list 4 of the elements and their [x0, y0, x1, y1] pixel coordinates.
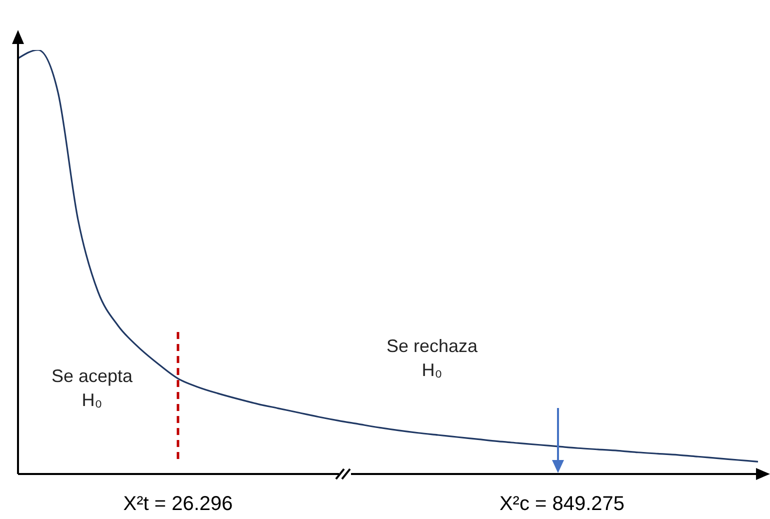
text: X²c = 849.275 — [499, 493, 625, 515]
text: X²t = 26.296 — [123, 493, 233, 515]
annotation: Se rechaza H₀ — [386, 336, 479, 380]
annotation: Se acepta H₀ — [51, 366, 134, 410]
